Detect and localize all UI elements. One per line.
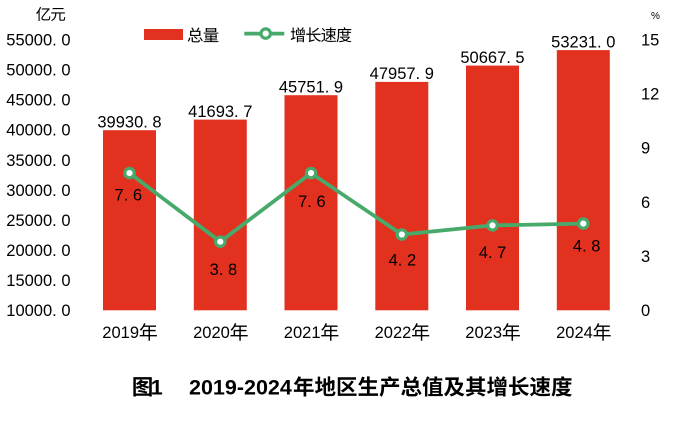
svg-text:2024: 2024 bbox=[556, 324, 593, 342]
svg-text:53231. 0: 53231. 0 bbox=[551, 33, 615, 51]
svg-text:2019: 2019 bbox=[102, 324, 139, 342]
svg-text:20000. 0: 20000. 0 bbox=[6, 242, 70, 260]
svg-text:2023: 2023 bbox=[465, 324, 502, 342]
svg-text:4. 8: 4. 8 bbox=[573, 237, 601, 255]
svg-text:25000. 0: 25000. 0 bbox=[6, 212, 70, 230]
svg-text:47957. 9: 47957. 9 bbox=[370, 65, 434, 83]
svg-text:2022: 2022 bbox=[375, 324, 412, 342]
svg-text:4. 7: 4. 7 bbox=[479, 244, 507, 262]
svg-text:%: % bbox=[651, 11, 660, 22]
svg-text:2021: 2021 bbox=[284, 324, 321, 342]
svg-text:7. 6: 7. 6 bbox=[115, 187, 143, 205]
svg-text:3. 8: 3. 8 bbox=[210, 261, 238, 279]
svg-text:39930. 8: 39930. 8 bbox=[97, 113, 161, 131]
svg-text:45751. 9: 45751. 9 bbox=[279, 78, 343, 96]
svg-text:50667. 5: 50667. 5 bbox=[460, 49, 524, 67]
svg-text:40000. 0: 40000. 0 bbox=[6, 122, 70, 140]
svg-text:50000. 0: 50000. 0 bbox=[6, 62, 70, 80]
svg-text:41693. 7: 41693. 7 bbox=[188, 103, 252, 121]
svg-text:0: 0 bbox=[641, 302, 650, 320]
svg-text:7. 6: 7. 6 bbox=[298, 193, 326, 211]
svg-text:55000. 0: 55000. 0 bbox=[6, 31, 70, 49]
svg-text:12: 12 bbox=[641, 86, 659, 104]
svg-text:30000. 0: 30000. 0 bbox=[6, 182, 70, 200]
svg-text:2019-2024: 2019-2024 bbox=[189, 376, 292, 400]
svg-text:6: 6 bbox=[641, 194, 650, 212]
svg-text:1: 1 bbox=[151, 376, 163, 400]
svg-text:45000. 0: 45000. 0 bbox=[6, 92, 70, 110]
svg-text:35000. 0: 35000. 0 bbox=[6, 152, 70, 170]
svg-text:15000. 0: 15000. 0 bbox=[6, 272, 70, 290]
svg-text:15: 15 bbox=[641, 31, 659, 49]
svg-text:3: 3 bbox=[641, 248, 650, 266]
svg-text:9: 9 bbox=[641, 140, 650, 158]
svg-text:10000. 0: 10000. 0 bbox=[6, 302, 70, 320]
svg-text:4. 2: 4. 2 bbox=[389, 251, 417, 269]
svg-text:2020: 2020 bbox=[193, 324, 230, 342]
